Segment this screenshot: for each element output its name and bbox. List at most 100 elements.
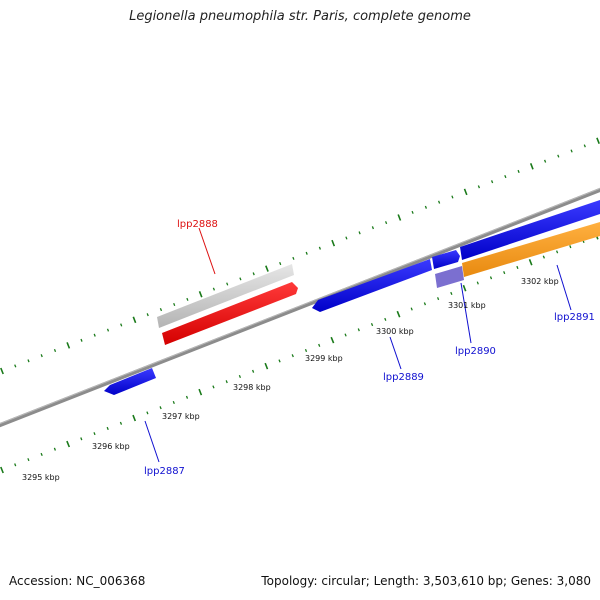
upper-tick-mark	[543, 159, 547, 163]
lower-tick-mark	[462, 284, 467, 292]
upper-tick-mark	[345, 236, 348, 240]
upper-tick-mark	[265, 265, 269, 272]
gene-label-lpp2887[interactable]: lpp2887	[144, 466, 185, 477]
lower-tick-mark	[172, 400, 175, 405]
label-leader-lpp2888	[198, 227, 216, 275]
lower-tick-mark	[53, 447, 57, 451]
lower-tick-mark	[106, 426, 109, 431]
lower-tick-mark	[0, 466, 4, 474]
lower-tick-mark	[516, 265, 519, 270]
upper-tick-mark	[226, 282, 229, 286]
accession-text: Accession: NC_006368	[9, 574, 146, 588]
genome-backbone	[0, 187, 600, 428]
upper-tick-mark	[318, 246, 322, 250]
lower-tick-mark	[264, 362, 269, 370]
upper-tick-mark	[596, 137, 600, 144]
tick-label-3299: 3299 kbp	[305, 354, 343, 363]
lower-tick-mark	[476, 281, 479, 285]
upper-tick-mark	[529, 163, 534, 170]
tick-label-3296: 3296 kbp	[92, 442, 130, 451]
lower-tick-mark	[66, 440, 71, 448]
upper-tick-mark	[159, 308, 163, 312]
upper-tick-mark	[198, 291, 203, 298]
lower-tick-mark	[40, 452, 43, 456]
upper-tick-mark	[557, 154, 560, 158]
upper-tick-mark	[106, 328, 110, 332]
lower-tick-mark	[396, 310, 401, 318]
lower-tick-mark	[503, 271, 506, 275]
upper-tick-mark	[93, 333, 96, 337]
upper-tick-mark	[517, 169, 520, 174]
upper-tick-mark	[14, 364, 17, 368]
lower-tick-mark	[318, 343, 321, 347]
gene-feature-lpp2891[interactable]	[460, 200, 600, 260]
lower-tick-mark	[238, 374, 242, 379]
upper-tick-mark	[40, 354, 43, 358]
gene-label-lpp2888[interactable]: lpp2888	[177, 219, 218, 230]
label-leader-lpp2891	[556, 264, 572, 311]
genome-stats-text: Topology: circular; Length: 3,503,610 bp…	[261, 574, 591, 588]
gene-feature-lpp2891-upstream[interactable]	[462, 222, 600, 277]
lower-tick-mark	[119, 421, 123, 425]
lower-tick-mark	[304, 348, 308, 353]
label-leader-lpp2887	[144, 420, 160, 463]
upper-tick-mark	[331, 239, 336, 247]
upper-tick-mark	[305, 251, 308, 255]
gene-label-lpp2889[interactable]: lpp2889	[383, 372, 424, 383]
lower-tick-mark	[423, 302, 427, 306]
upper-tick-mark	[570, 149, 573, 153]
lower-tick-mark	[278, 359, 281, 363]
lower-tick-mark	[436, 297, 440, 301]
upper-tick-mark	[66, 342, 71, 349]
upper-tick-mark	[397, 214, 402, 221]
tick-label-3295: 3295 kbp	[22, 473, 60, 482]
gene-feature-lpp2888[interactable]	[162, 282, 298, 345]
tick-label-3301: 3301 kbp	[448, 301, 486, 310]
lower-tick-mark	[198, 388, 203, 396]
upper-tick-mark	[212, 287, 216, 291]
lower-tick-mark	[132, 414, 137, 422]
upper-tick-mark	[384, 221, 388, 225]
lower-tick-mark	[27, 458, 30, 462]
gene-feature-lpp2887[interactable]	[104, 368, 156, 395]
lower-tick-mark	[14, 463, 17, 467]
upper-tick-mark	[424, 205, 428, 209]
upper-tick-mark	[504, 175, 507, 179]
lower-tick-mark	[528, 259, 533, 266]
upper-tick-mark	[0, 367, 4, 375]
lower-tick-mark	[146, 411, 149, 415]
lower-tick-mark	[370, 323, 374, 327]
gene-feature-grey[interactable]	[157, 264, 294, 328]
upper-tick-mark	[411, 210, 414, 214]
lower-tick-mark	[542, 255, 545, 259]
upper-tick-mark	[53, 348, 57, 353]
tick-label-3297: 3297 kbp	[162, 412, 200, 421]
lower-tick-mark	[489, 276, 493, 280]
gene-feature-lpp2890[interactable]	[432, 250, 460, 269]
lower-tick-mark	[450, 291, 453, 295]
upper-tick-mark	[463, 188, 468, 196]
lower-tick-mark	[225, 380, 228, 384]
lower-tick-mark	[569, 245, 572, 249]
upper-tick-mark	[371, 226, 375, 230]
gene-feature-lpp2889[interactable]	[312, 259, 432, 312]
tick-label-3302: 3302 kbp	[521, 277, 559, 286]
gene-feature-lpp2890-overlap[interactable]	[435, 266, 464, 288]
upper-tick-mark	[80, 338, 83, 342]
lower-tick-mark	[357, 328, 360, 332]
lower-tick-mark	[555, 250, 559, 254]
lower-tick-mark	[384, 317, 387, 321]
gene-label-lpp2890[interactable]: lpp2890	[455, 346, 496, 357]
upper-tick-mark	[292, 256, 295, 260]
lower-tick-mark	[93, 432, 96, 436]
lower-tick-mark	[291, 354, 294, 358]
gene-label-lpp2891[interactable]: lpp2891	[554, 312, 595, 323]
tick-label-3298: 3298 kbp	[233, 383, 271, 392]
lower-tick-mark	[212, 385, 215, 389]
label-leader-lpp2889	[389, 336, 402, 370]
upper-tick-mark	[173, 302, 176, 307]
lower-tick-mark	[344, 333, 347, 337]
upper-tick-mark	[186, 297, 189, 301]
upper-tick-mark	[490, 180, 494, 184]
